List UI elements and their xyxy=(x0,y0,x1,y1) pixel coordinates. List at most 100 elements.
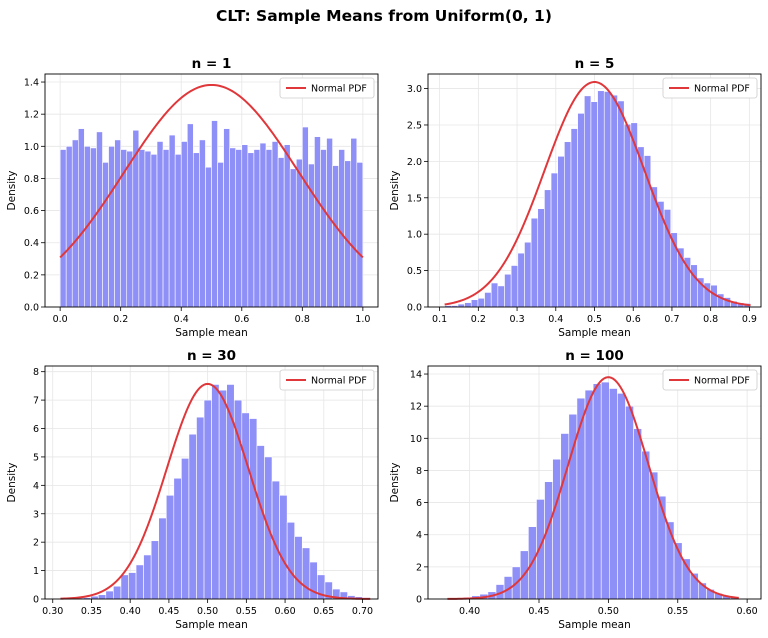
y-tick-label: 1.0 xyxy=(24,142,39,153)
histogram-bar xyxy=(484,292,492,308)
y-tick-label: 5 xyxy=(33,452,39,463)
y-tick-label: 0.4 xyxy=(24,238,39,249)
histogram-bar xyxy=(97,594,107,600)
histogram-bar xyxy=(530,217,539,308)
histogram-bar xyxy=(544,481,553,600)
y-tick-label: 10 xyxy=(410,434,422,445)
x-tick-label: 0.55 xyxy=(667,606,688,617)
x-tick-label: 0.8 xyxy=(703,314,718,325)
histogram-bar xyxy=(181,458,190,600)
histogram-bar xyxy=(59,149,67,308)
histogram-bar xyxy=(536,499,545,600)
histogram-bar xyxy=(203,399,212,600)
x-tick-label: 0.6 xyxy=(626,314,641,325)
y-tick-label: 3 xyxy=(33,509,39,520)
y-tick-label: 1.0 xyxy=(407,230,422,241)
y-tick-label: 0 xyxy=(416,595,422,606)
histogram-bar xyxy=(253,149,261,308)
histogram-bar xyxy=(524,241,532,308)
legend-label: Normal PDF xyxy=(311,376,367,387)
x-tick-label: 0.1 xyxy=(432,314,447,325)
x-tick-label: 0.6 xyxy=(234,314,249,325)
y-tick-label: 1.5 xyxy=(407,193,422,204)
y-tick-label: 2 xyxy=(33,538,39,549)
x-tick-label: 0.3 xyxy=(510,314,525,325)
histogram-bar xyxy=(217,162,224,308)
histogram-bar xyxy=(552,458,562,600)
plot-frame xyxy=(44,365,379,600)
x-tick-label: 0.50 xyxy=(197,606,218,617)
x-tick-label: 0.0 xyxy=(53,314,68,325)
legend-label: Normal PDF xyxy=(311,84,367,95)
histogram-bar xyxy=(289,168,297,308)
histogram-bar xyxy=(173,477,182,600)
y-tick-label: 14 xyxy=(410,370,422,381)
y-tick-label: 0.0 xyxy=(24,303,39,314)
histogram-bar xyxy=(544,189,552,308)
normal-pdf-line xyxy=(447,376,739,600)
histogram-bar xyxy=(470,299,479,308)
y-tick-label: 4 xyxy=(33,481,39,492)
histogram-bar xyxy=(590,101,598,308)
histogram-bar xyxy=(218,389,228,600)
histogram-bar xyxy=(510,265,519,308)
histogram-bar xyxy=(617,100,625,308)
panel-title: n = 5 xyxy=(575,56,615,72)
histogram-bar xyxy=(608,388,618,600)
x-tick-label: 0.2 xyxy=(471,314,486,325)
histogram-bar xyxy=(623,123,632,308)
y-tick-label: 0 xyxy=(33,595,39,606)
x-axis-label: Sample mean xyxy=(558,327,631,339)
legend: Normal PDF xyxy=(662,77,758,99)
histogram-bar xyxy=(338,149,345,308)
panel-title: n = 1 xyxy=(192,56,232,72)
panel-1: 0.0 0.2 0.4 0.6 0.8 1.0 0.0 0.2 0.4 0.6 0.8 1.0 1.2 1… xyxy=(6,56,379,339)
histogram-bar xyxy=(120,574,129,600)
histogram-bar xyxy=(162,149,170,308)
histogram-bar xyxy=(570,128,578,308)
histogram-bar xyxy=(537,208,545,308)
normal-pdf-line xyxy=(60,382,371,600)
histogram-bar xyxy=(490,282,499,308)
histogram-bar xyxy=(610,94,618,308)
normal-pdf-line xyxy=(444,81,751,307)
x-tick-label: 0.7 xyxy=(664,314,679,325)
histogram-bar xyxy=(277,157,285,308)
histogram-bar xyxy=(265,149,273,308)
legend-box xyxy=(279,77,375,99)
y-axis-label: Density xyxy=(389,463,401,503)
legend-label: Normal PDF xyxy=(694,84,750,95)
histogram-bar xyxy=(617,393,626,600)
y-tick-label: 2.0 xyxy=(407,157,422,168)
histogram-bar xyxy=(211,384,220,600)
histogram-bar xyxy=(223,128,230,308)
legend-box xyxy=(662,77,758,99)
histogram-bar xyxy=(350,137,358,308)
x-axis-label: Sample mean xyxy=(175,327,248,339)
panel-3: 0.30 0.35 0.40 0.45 0.50 0.55 0.60 0.65 0.70 0 1 2 3… xyxy=(6,348,379,631)
histogram-bar xyxy=(584,389,594,600)
y-tick-label: 1.2 xyxy=(24,110,39,121)
histogram-bar xyxy=(65,146,73,308)
y-tick-label: 0.6 xyxy=(24,206,39,217)
y-axis-label: Density xyxy=(6,171,18,211)
panel-4: 0.40 0.45 0.50 0.55 0.60 0 2 4 6 8 10 12 14 n = 100 Sa… xyxy=(389,348,762,631)
histogram-bar xyxy=(143,554,152,600)
histogram-bar xyxy=(113,585,122,600)
histogram-bar xyxy=(235,149,243,308)
histogram-bar xyxy=(126,150,134,308)
y-tick-label: 2 xyxy=(416,562,422,573)
histogram-bar xyxy=(301,547,311,600)
y-tick-label: 3.0 xyxy=(407,84,422,95)
histogram-bar xyxy=(71,139,79,308)
x-tick-label: 0.45 xyxy=(158,606,179,617)
y-tick-label: 8 xyxy=(33,367,39,378)
histogram-bar xyxy=(314,136,321,308)
histogram-bar xyxy=(597,90,605,308)
histogram-bar xyxy=(196,416,205,600)
y-tick-label: 7 xyxy=(33,396,39,407)
histogram-bar xyxy=(577,113,585,308)
histogram-bar xyxy=(657,495,667,600)
x-tick-label: 0.4 xyxy=(548,314,563,325)
x-tick-label: 0.5 xyxy=(587,314,602,325)
